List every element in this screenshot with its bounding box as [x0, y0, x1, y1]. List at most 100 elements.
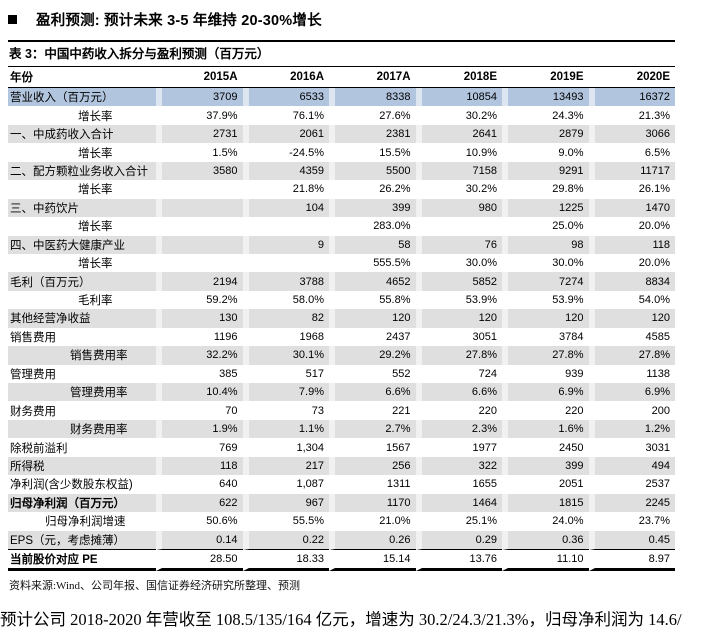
- table-row: 增长率 283.0% 25.0% 20.0%: [8, 217, 675, 236]
- cell-value: 0.26: [329, 530, 416, 549]
- cell-value: 9.0%: [502, 143, 589, 162]
- cell-value: 7.9%: [242, 383, 329, 402]
- cell-value: 21.3%: [588, 106, 676, 125]
- cell-value: 30.1%: [242, 346, 329, 365]
- cell-value: 130: [156, 309, 243, 328]
- table-row: 增长率 37.9% 76.1% 27.6% 30.2% 24.3% 21.3%: [8, 106, 676, 125]
- cell-value: 25.0%: [502, 217, 589, 236]
- table-row: 四、中医药大健康产业 9 58 76 98 118: [8, 235, 675, 254]
- cell-value: 1311: [329, 475, 416, 494]
- table-row: 增长率 21.8% 26.2% 30.2% 29.8% 26.1%: [8, 180, 675, 199]
- cell-value: [156, 253, 243, 273]
- cell-value: 6.6%: [329, 383, 416, 402]
- row-label: 其他经营净收益: [8, 309, 156, 328]
- cell-value: 15.5%: [329, 143, 416, 162]
- cell-value: [156, 198, 243, 218]
- table-row: 一、中成药收入合计 2731 2061 2381 2641 2879 3066: [8, 124, 675, 144]
- cell-value: 8.97: [588, 548, 675, 571]
- row-label: 二、配方颗粒业务收入合计: [8, 161, 156, 181]
- row-label: 所得税: [8, 456, 156, 476]
- column-header-year: 年份: [8, 67, 156, 88]
- cell-value: 15.14: [329, 548, 416, 571]
- cell-value: 4585: [588, 327, 676, 347]
- cell-value: 2194: [156, 272, 243, 291]
- cell-value: 3031: [588, 438, 676, 457]
- table-body: 营业收入（百万元） 3709 6533 8338 10854 13493 16372 增长率 3…: [8, 88, 675, 571]
- cell-value: 26.2%: [329, 180, 416, 199]
- row-label: 毛利（百万元）: [8, 272, 156, 291]
- cell-value: 11717: [588, 161, 675, 181]
- table-row: 销售费用率 32.2% 30.1% 29.2% 27.8% 27.8% 27.8%: [8, 346, 675, 365]
- cell-value: 2450: [502, 438, 589, 457]
- cell-value: 76.1%: [242, 106, 330, 125]
- cell-value: 385: [156, 364, 243, 383]
- row-label: 财务费用: [10, 405, 56, 418]
- row-label: 销售费用率: [8, 346, 156, 365]
- cell-value: 5500: [329, 161, 416, 181]
- cell-value: 24.3%: [502, 106, 589, 125]
- cell-value: 2731: [156, 124, 243, 144]
- cell-value: 2051: [502, 475, 589, 494]
- cell-value: 30.0%: [502, 253, 589, 273]
- cell-value: 30.2%: [415, 180, 503, 199]
- cell-value: 27.8%: [502, 346, 589, 365]
- row-label: 销售费用: [10, 331, 56, 344]
- cell-value: 6.9%: [588, 383, 675, 402]
- row-label: 净利润(含少数股东权益): [10, 479, 133, 492]
- cell-value: 27.8%: [588, 346, 675, 365]
- cell-value: 24.0%: [502, 512, 589, 531]
- cell-value: 939: [502, 364, 589, 383]
- cell-value: 724: [415, 364, 503, 383]
- cell-value: 32.2%: [156, 346, 243, 365]
- cell-value: 6.6%: [415, 383, 502, 402]
- source-note: 资料来源:Wind、公司年报、国信证券经济研究所整理、预测: [9, 579, 301, 592]
- cell-value: [156, 217, 243, 236]
- cell-value: 120: [415, 309, 502, 328]
- cell-value: 27.8%: [415, 346, 502, 365]
- table-row: 三、中药饮片 104 399 980 1225 1470: [8, 198, 675, 218]
- cell-value: 3051: [415, 327, 503, 347]
- cell-value: 3788: [242, 272, 329, 291]
- cell-value: 10.9%: [415, 143, 503, 162]
- column-header-2019e: 2019E: [502, 67, 589, 88]
- forecast-table: 年份 2015A 2016A 2017A 2018E 2019E 2020E 营…: [8, 67, 675, 571]
- cell-value: 27.6%: [329, 106, 416, 125]
- cell-value: 322: [415, 456, 502, 476]
- cell-value: 54.0%: [588, 290, 676, 310]
- cell-value: 6533: [242, 88, 329, 107]
- column-header-2015a: 2015A: [156, 67, 243, 88]
- table-caption: 表 3：中国中药收入拆分与盈利预测（百万元）: [8, 42, 675, 67]
- cell-value: 50.6%: [156, 512, 243, 531]
- cell-value: 283.0%: [329, 217, 416, 236]
- cell-value: 967: [242, 493, 329, 513]
- cell-value: 1977: [415, 438, 503, 457]
- row-label: EPS（元，考虑摊薄）: [8, 530, 156, 549]
- table-row: 毛利率 59.2% 58.0% 55.8% 53.9% 53.9% 54.0%: [8, 290, 676, 310]
- table-row: 毛利（百万元） 2194 3788 4652 5852 7274 8834: [8, 272, 675, 291]
- row-label: 归母净利润增速: [45, 516, 126, 529]
- cell-value: 1655: [415, 475, 503, 494]
- row-label: 四、中医药大健康产业: [8, 235, 156, 254]
- cell-value: 29.2%: [329, 346, 416, 365]
- cell-value: 1.6%: [502, 419, 589, 439]
- cell-value: 82: [242, 309, 329, 328]
- row-label: 增长率: [78, 147, 113, 160]
- cell-value: 4652: [329, 272, 416, 291]
- table-row: 营业收入（百万元） 3709 6533 8338 10854 13493 16372: [8, 88, 675, 107]
- cell-value: 220: [502, 401, 589, 420]
- cell-value: 1815: [502, 493, 589, 513]
- cell-value: 980: [415, 198, 502, 218]
- cell-value: 1.9%: [156, 419, 243, 439]
- section-title-row: 盈利预测: 预计未来 3-5 年维持 20-30%增长: [8, 9, 704, 29]
- cell-value: 58.0%: [242, 290, 330, 310]
- cell-value: [242, 253, 330, 273]
- row-label: 管理费用率: [8, 383, 156, 402]
- cell-value: 76: [415, 235, 502, 254]
- cell-value: 21.8%: [242, 180, 330, 199]
- cell-value: 221: [329, 401, 416, 420]
- forecast-table-container: 表 3：中国中药收入拆分与盈利预测（百万元） 年份 2015A 2016A 20…: [8, 40, 675, 571]
- cell-value: 104: [242, 198, 329, 218]
- cell-value: 28.50: [156, 548, 243, 571]
- cell-value: -24.5%: [242, 143, 330, 162]
- table-row: 增长率 1.5% -24.5% 15.5% 10.9% 9.0% 6.5%: [8, 143, 675, 162]
